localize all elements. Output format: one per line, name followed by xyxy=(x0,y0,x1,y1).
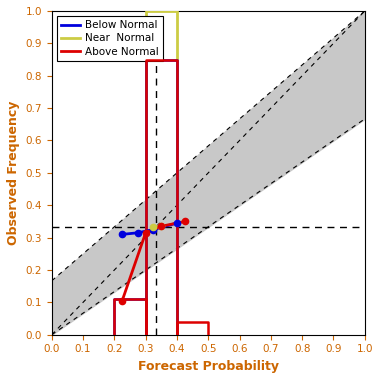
X-axis label: Forecast Probability: Forecast Probability xyxy=(138,360,279,373)
Y-axis label: Observed Frequency: Observed Frequency xyxy=(7,101,20,245)
Legend: Below Normal, Near  Normal, Above Normal: Below Normal, Near Normal, Above Normal xyxy=(57,16,163,61)
